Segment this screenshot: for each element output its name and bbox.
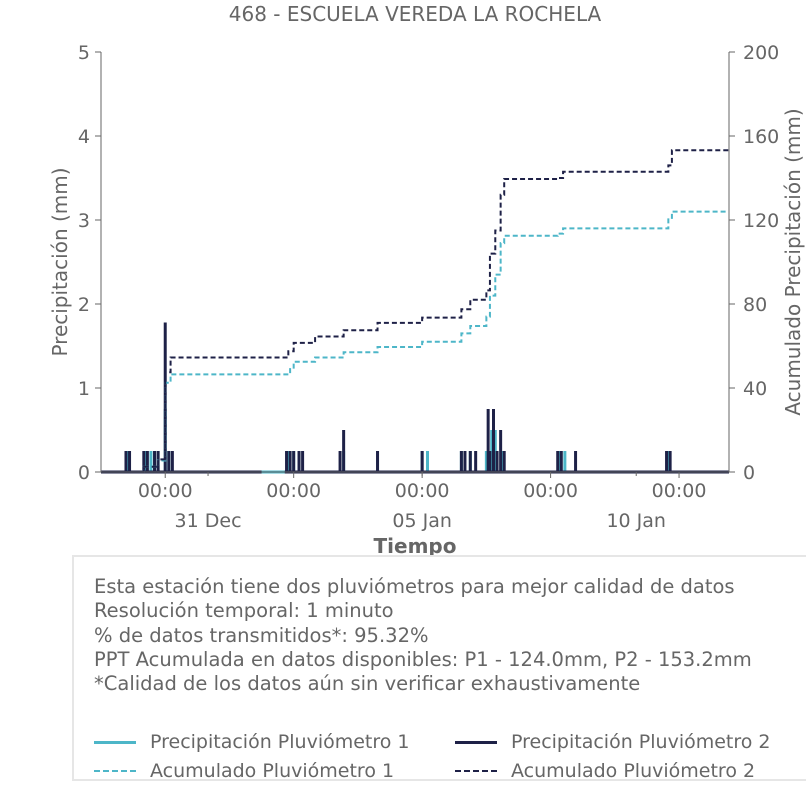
legend-swatch-p1-dashed <box>94 770 136 772</box>
y-left-tick-label: 4 <box>78 126 90 148</box>
info-line-quality-note: *Calidad de los datos aún sin verificar … <box>94 672 641 696</box>
y-right-tick-label: 160 <box>743 126 779 148</box>
series-1-precip <box>101 409 729 474</box>
series-2-precip <box>101 322 729 474</box>
legend: Precipitación Pluviómetro 1 Precipitació… <box>94 729 794 789</box>
legend-item-p1-accum: Acumulado Pluviómetro 1 <box>94 758 394 784</box>
rainfall-chart: 468 - ESCUELA VEREDA LA ROCHELA 0 1 2 3 4 5 0 4… <box>48 2 805 558</box>
legend-label-p2-accum: Acumulado Pluviómetro 2 <box>511 760 756 782</box>
x-time-tick-label: 00:00 <box>266 480 321 502</box>
legend-swatch-p1-solid <box>94 740 136 744</box>
x-time-tick-label: 00:00 <box>395 480 450 502</box>
x-date-label: 10 Jan <box>606 510 666 532</box>
axes <box>100 52 730 473</box>
y-right-tick-label: 0 <box>743 462 755 484</box>
station-info: Esta estación tiene dos pluviómetros par… <box>94 575 752 696</box>
plot-area <box>101 149 729 474</box>
y-axis-right-label: Acumulado Precipitación (mm) <box>781 108 805 415</box>
legend-item-p2-accum: Acumulado Pluviómetro 2 <box>455 758 755 784</box>
info-line-dual-gauge: Esta estación tiene dos pluviómetros par… <box>94 575 735 598</box>
y-left-tick-label: 1 <box>78 378 90 400</box>
x-axis-label: Tiempo <box>374 534 457 558</box>
x-time-tick-label: 00:00 <box>523 480 578 502</box>
y-right-tick-label: 200 <box>743 42 779 64</box>
info-line-accumulated: PPT Acumulada en datos disponibles: P1 -… <box>94 647 752 671</box>
x-date-label: 31 Dec <box>175 510 242 532</box>
y-left-tick-label: 3 <box>78 210 90 232</box>
accumulated-line-2 <box>101 149 729 473</box>
info-legend-box: Esta estación tiene dos pluviómetros par… <box>72 555 806 782</box>
legend-swatch-p2-dashed <box>455 770 497 772</box>
legend-swatch-p2-solid <box>455 740 497 744</box>
y-left-tick-label: 0 <box>78 462 90 484</box>
legend-label-p1-accum: Acumulado Pluviómetro 1 <box>150 760 395 782</box>
info-line-resolution: Resolución temporal: 1 minuto <box>94 599 394 623</box>
y-left-tick-label: 5 <box>78 42 90 64</box>
x-time-tick-label: 00:00 <box>652 480 707 502</box>
accumulated-line-1 <box>101 210 729 473</box>
y-axis-left-label: Precipitación (mm) <box>48 167 72 356</box>
info-line-transmitted: % de datos transmitidos*: 95.32% <box>94 623 429 647</box>
chart-title: 468 - ESCUELA VEREDA LA ROCHELA <box>229 2 602 26</box>
y-left-tick-label: 2 <box>78 294 90 316</box>
y-right-tick-label: 80 <box>743 294 767 316</box>
tick-labels: 0 1 2 3 4 5 0 40 80 120 160 200 00:00 00:00 00:00 00:00… <box>78 42 779 532</box>
y-right-tick-label: 40 <box>743 378 767 400</box>
legend-label-p2-precip: Precipitación Pluviómetro 2 <box>511 731 771 753</box>
x-date-label: 05 Jan <box>392 510 452 532</box>
y-right-tick-label: 120 <box>743 210 779 232</box>
legend-label-p1-precip: Precipitación Pluviómetro 1 <box>150 731 410 753</box>
legend-item-p2-precip: Precipitación Pluviómetro 2 <box>455 729 771 755</box>
x-time-tick-label: 00:00 <box>138 480 193 502</box>
legend-item-p1-precip: Precipitación Pluviómetro 1 <box>94 729 410 755</box>
